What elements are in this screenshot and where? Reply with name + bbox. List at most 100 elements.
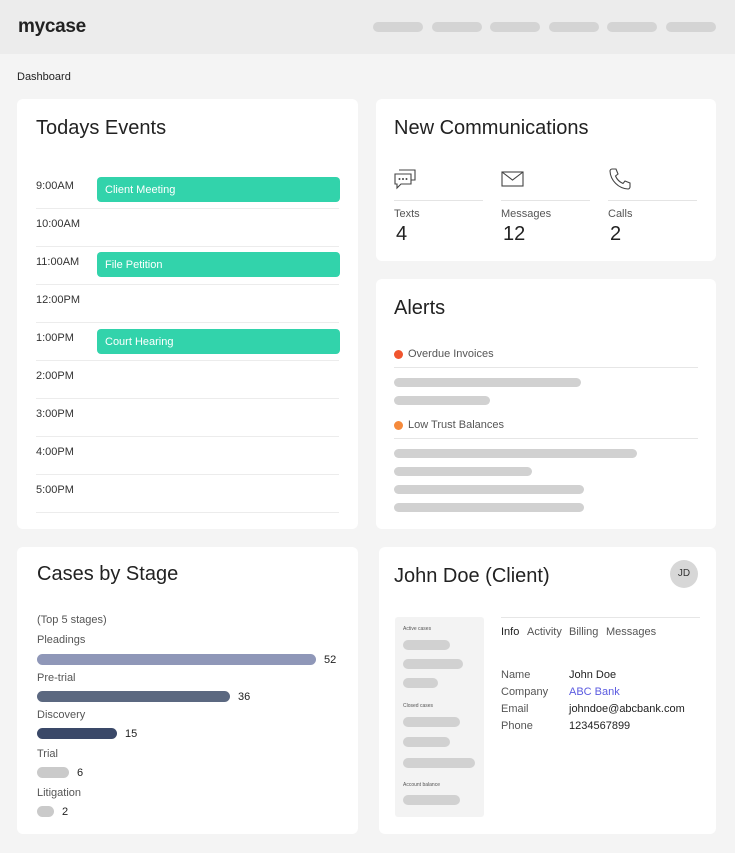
- event-client-meeting[interactable]: Client Meeting: [97, 177, 340, 202]
- events-title: Todays Events: [36, 117, 167, 139]
- alert-placeholder-line: [394, 396, 490, 405]
- tab-info[interactable]: Info: [501, 626, 520, 638]
- nav-placeholder-6[interactable]: [666, 22, 716, 32]
- comm-divider: [608, 200, 697, 201]
- tab-activity[interactable]: Activity: [527, 626, 562, 638]
- alert-low-trust-balances[interactable]: Low Trust Balances: [394, 419, 698, 439]
- stage-value: 36: [238, 691, 251, 703]
- phone-icon: [609, 168, 631, 190]
- alert-label: Overdue Invoices: [408, 348, 494, 360]
- time-label: 9:00AM: [36, 180, 74, 192]
- time-label: 5:00PM: [36, 484, 74, 496]
- tab-billing[interactable]: Billing: [569, 626, 599, 638]
- client-title: John Doe (Client): [394, 565, 550, 587]
- balance-placeholder: [403, 795, 460, 805]
- case-placeholder: [403, 659, 463, 669]
- closed-cases-label: Closed cases: [403, 703, 434, 709]
- nav-placeholder-1[interactable]: [373, 22, 423, 32]
- alert-placeholder-line: [394, 467, 532, 476]
- case-placeholder: [403, 758, 475, 768]
- time-label: 11:00AM: [36, 256, 80, 268]
- alert-dot-icon: [394, 350, 403, 359]
- stage-bar-litigation[interactable]: [37, 806, 54, 817]
- cases-by-stage-card: Cases by Stage (Top 5 stages) Pleadings …: [17, 547, 358, 834]
- alert-overdue-invoices[interactable]: Overdue Invoices: [394, 348, 698, 368]
- info-key-phone: Phone: [501, 720, 533, 732]
- info-key-company: Company: [501, 686, 549, 698]
- comm-divider: [501, 200, 590, 201]
- time-slot: 10:00AM: [36, 208, 339, 246]
- alert-label: Low Trust Balances: [408, 419, 504, 431]
- nav-placeholder-2[interactable]: [432, 22, 482, 32]
- time-label: 4:00PM: [36, 446, 74, 458]
- account-balance-label: Account balance: [403, 782, 440, 788]
- event-file-petition[interactable]: File Petition: [97, 252, 340, 277]
- time-label: 3:00PM: [36, 408, 74, 420]
- app-logo[interactable]: mycase: [18, 16, 86, 37]
- case-placeholder: [403, 717, 460, 727]
- communications-title: New Communications: [394, 117, 589, 139]
- alerts-card: Alerts Overdue Invoices Low Trust Balanc…: [376, 279, 716, 529]
- info-value-phone[interactable]: 1234567899: [569, 720, 631, 732]
- stage-label: Trial: [37, 748, 58, 760]
- cases-title: Cases by Stage: [37, 563, 179, 585]
- alerts-title: Alerts: [394, 297, 446, 319]
- stage-value: 6: [77, 767, 84, 779]
- info-key-email: Email: [501, 703, 529, 715]
- avatar[interactable]: JD: [670, 560, 698, 588]
- active-cases-label: Active cases: [403, 626, 432, 632]
- tab-messages[interactable]: Messages: [606, 626, 657, 638]
- company-link[interactable]: ABC Bank: [569, 686, 620, 698]
- alert-dot-icon: [394, 421, 403, 430]
- alert-placeholder-line: [394, 449, 637, 458]
- info-value-name: John Doe: [569, 669, 617, 681]
- comm-count: 4: [396, 223, 408, 245]
- comm-label: Texts: [394, 208, 420, 220]
- cases-subtitle: (Top 5 stages): [37, 614, 107, 626]
- time-slot: 11:00AM: [36, 246, 339, 284]
- event-court-hearing[interactable]: Court Hearing: [97, 329, 340, 354]
- time-label: 1:00PM: [36, 332, 74, 344]
- tabs-divider: [501, 617, 700, 618]
- todays-events-card: Todays Events 9:00AM 10:00AM 11:00AM 12:…: [17, 99, 358, 529]
- stage-label: Pre-trial: [37, 672, 76, 684]
- time-slot: 2:00PM: [36, 360, 339, 398]
- client-summary-panel: Active cases Closed cases Account balanc…: [395, 617, 484, 817]
- chat-bubbles-icon: [394, 169, 416, 190]
- stage-bar-pleadings[interactable]: [37, 654, 316, 665]
- case-placeholder: [403, 737, 450, 747]
- stage-value: 15: [125, 728, 138, 740]
- alert-placeholder-line: [394, 485, 584, 494]
- time-label: 12:00PM: [36, 294, 81, 306]
- alert-placeholder-line: [394, 503, 584, 512]
- comm-count: 2: [610, 223, 622, 245]
- comm-label: Messages: [501, 208, 552, 220]
- envelope-icon: [501, 171, 524, 187]
- info-value-email[interactable]: johndoe@abcbank.com: [569, 703, 685, 715]
- stage-bar-pre-trial[interactable]: [37, 691, 230, 702]
- case-placeholder: [403, 640, 450, 650]
- alert-placeholder-line: [394, 378, 581, 387]
- stage-value: 52: [324, 654, 337, 666]
- comm-divider: [394, 200, 483, 201]
- stage-bar-discovery[interactable]: [37, 728, 117, 739]
- stage-label: Pleadings: [37, 634, 86, 646]
- comm-count: 12: [503, 223, 526, 245]
- time-slot: 1:00PM: [36, 322, 339, 360]
- info-key-name: Name: [501, 669, 531, 681]
- breadcrumb: Dashboard: [17, 71, 71, 83]
- comm-label: Calls: [608, 208, 633, 220]
- time-label: 10:00AM: [36, 218, 81, 230]
- time-slot: 12:00PM: [36, 284, 339, 322]
- case-placeholder: [403, 678, 438, 688]
- stage-label: Discovery: [37, 709, 86, 721]
- top-bar: mycase: [0, 0, 735, 54]
- nav-placeholder-3[interactable]: [490, 22, 540, 32]
- stage-label: Litigation: [37, 787, 82, 799]
- stage-value: 2: [62, 806, 69, 818]
- stage-bar-trial[interactable]: [37, 767, 69, 778]
- nav-placeholder-4[interactable]: [549, 22, 599, 32]
- nav-placeholder-5[interactable]: [607, 22, 657, 32]
- time-grid-end: [36, 512, 339, 513]
- client-card: John Doe (Client) JD Active cases Closed…: [379, 547, 716, 834]
